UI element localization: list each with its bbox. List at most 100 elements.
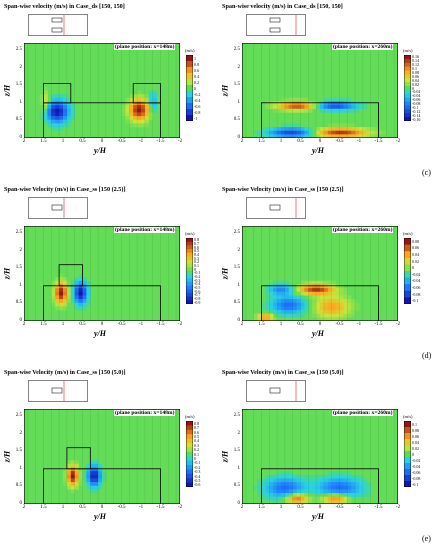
field-cell bbox=[74, 302, 79, 307]
field-cell bbox=[312, 482, 317, 487]
field-cell bbox=[281, 108, 286, 113]
colorbar-tick-label: -0.7 bbox=[194, 292, 201, 298]
colorbar-band bbox=[404, 82, 411, 87]
y-tick-label: 2 bbox=[237, 430, 241, 436]
field-cell bbox=[359, 493, 364, 497]
field-cell bbox=[366, 489, 371, 494]
field-cell bbox=[296, 313, 301, 318]
field-cell bbox=[355, 485, 360, 490]
colorbar-tick-label: -0.02 bbox=[412, 89, 421, 95]
field-cell bbox=[320, 485, 325, 490]
y-tick-label: 1.5 bbox=[233, 265, 240, 271]
colorbar-tick-label: 0.04 bbox=[412, 439, 419, 445]
field-cell bbox=[359, 105, 364, 110]
field-cell bbox=[355, 134, 360, 138]
colorbar-band bbox=[186, 249, 193, 254]
x-axis-label: y/H bbox=[312, 512, 324, 521]
field-cell bbox=[43, 108, 48, 113]
colorbar bbox=[404, 421, 411, 487]
domain-outline bbox=[246, 380, 306, 402]
x-axis-label: y/H bbox=[94, 146, 106, 155]
field-cell bbox=[284, 108, 290, 113]
field-cell bbox=[335, 284, 340, 289]
field-cell bbox=[312, 310, 317, 314]
colorbar-band bbox=[404, 74, 411, 79]
colorbar-unit: (m/s) bbox=[403, 414, 413, 419]
y-tick-label: 2.5 bbox=[233, 230, 240, 236]
field-cell bbox=[148, 94, 153, 99]
field-cell bbox=[343, 310, 348, 314]
field-cell bbox=[59, 302, 64, 307]
field-cell bbox=[137, 119, 142, 124]
field-cell bbox=[335, 291, 340, 296]
colorbar-band bbox=[186, 451, 193, 457]
field-cell bbox=[304, 97, 309, 102]
field-cell bbox=[288, 101, 293, 106]
field-cell bbox=[323, 500, 329, 504]
colorbar-tick-label: 0.8 bbox=[194, 61, 199, 67]
field-cell bbox=[320, 302, 325, 307]
field-cell bbox=[304, 489, 309, 494]
field-cell bbox=[339, 500, 344, 504]
field-cell bbox=[292, 295, 297, 300]
field-cell bbox=[253, 485, 258, 490]
field-cell bbox=[284, 493, 290, 497]
field-cell bbox=[323, 496, 329, 501]
field-cell bbox=[335, 288, 340, 293]
field-cell bbox=[347, 496, 352, 501]
building-outline bbox=[43, 285, 161, 321]
field-cell bbox=[288, 299, 293, 304]
x-tick-label: -2 bbox=[177, 322, 183, 327]
colorbar-tick-label: -0.16 bbox=[412, 116, 421, 122]
field-cell bbox=[90, 467, 95, 472]
field-cell bbox=[148, 112, 153, 117]
field-cell bbox=[281, 134, 286, 138]
field-cell bbox=[347, 130, 352, 135]
field-cell bbox=[47, 105, 52, 110]
field-cell bbox=[308, 284, 313, 289]
field-cell bbox=[74, 482, 79, 487]
field-cell bbox=[288, 127, 293, 131]
y-tick-label: 2.5 bbox=[233, 413, 240, 419]
field-cell bbox=[296, 500, 301, 504]
field-cell bbox=[90, 489, 95, 494]
field-cell bbox=[59, 291, 64, 296]
field-cell bbox=[129, 105, 134, 110]
field-cell bbox=[316, 489, 321, 494]
colorbar-band bbox=[186, 438, 193, 444]
colorbar-tick-label: -0.3 bbox=[194, 277, 201, 283]
field-cell bbox=[343, 101, 348, 106]
field-cell bbox=[281, 130, 286, 135]
field-cell bbox=[265, 496, 270, 501]
field-cell bbox=[51, 94, 56, 99]
field-cell bbox=[55, 291, 60, 296]
field-cell bbox=[86, 302, 91, 307]
field-cell bbox=[347, 302, 352, 307]
colorbar-tick-label: -0.02 bbox=[412, 271, 421, 277]
colorbar-unit: (m/s) bbox=[403, 48, 413, 53]
colorbar-tick-label: 0.6 bbox=[194, 67, 199, 73]
field-cell bbox=[343, 123, 348, 128]
colorbar bbox=[186, 421, 193, 487]
field-cell bbox=[308, 280, 313, 285]
field-cell bbox=[312, 284, 317, 289]
colorbar-tick-label: 0.2 bbox=[194, 79, 199, 85]
field-cell bbox=[63, 116, 68, 121]
field-cell bbox=[98, 463, 103, 468]
field-cell bbox=[74, 306, 79, 311]
field-cell bbox=[343, 485, 348, 490]
field-cell bbox=[304, 474, 309, 479]
field-cell bbox=[300, 485, 305, 490]
colorbar-tick-label: -0.5 bbox=[194, 477, 201, 483]
field-cell bbox=[273, 127, 278, 131]
colorbar-band bbox=[186, 473, 193, 479]
field-cell bbox=[74, 277, 79, 282]
field-cell bbox=[304, 291, 309, 296]
field-cell bbox=[351, 478, 356, 483]
field-cell bbox=[331, 295, 336, 300]
field-cell bbox=[312, 500, 317, 504]
field-cell bbox=[312, 489, 317, 494]
field-cell bbox=[141, 97, 146, 102]
field-cell bbox=[281, 295, 286, 300]
colorbar-tick-label: 0.02 bbox=[412, 81, 419, 87]
